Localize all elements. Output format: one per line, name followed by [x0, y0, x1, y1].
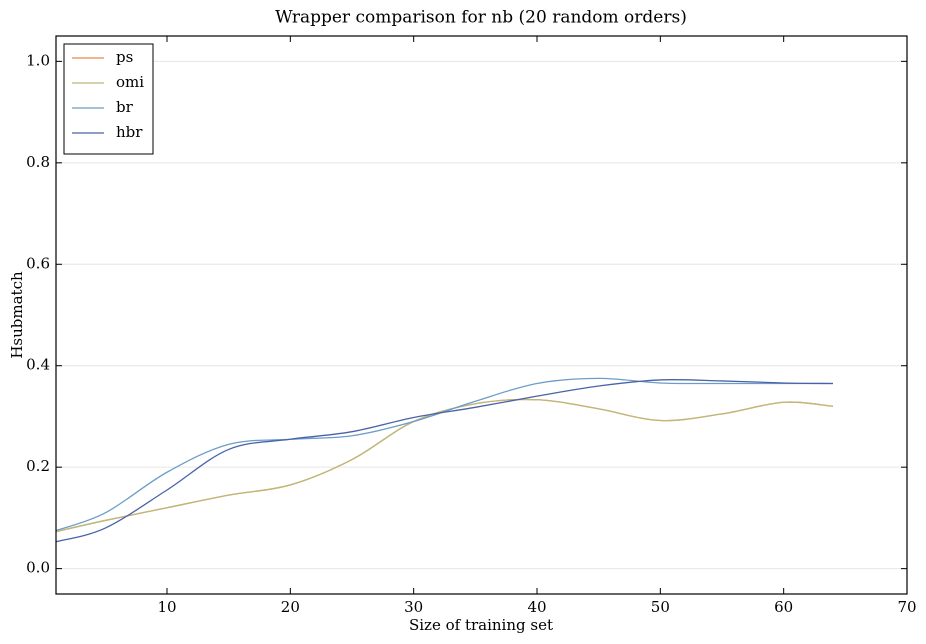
y-tick-label: 1.0 [26, 51, 50, 69]
x-tick-label: 10 [157, 598, 176, 616]
y-axis-label: Hsubmatch [8, 271, 26, 359]
x-tick-label: 70 [897, 598, 916, 616]
x-tick-label: 50 [651, 598, 670, 616]
line-series [55, 377, 833, 532]
y-tick-label: 0.6 [26, 254, 50, 272]
legend-label: ps [116, 48, 133, 66]
plot-frame [55, 35, 908, 595]
chart-title: Wrapper comparison for nb (20 random ord… [275, 8, 687, 28]
line-series [55, 398, 834, 533]
line-series [55, 398, 834, 533]
legend-box [63, 43, 154, 155]
legend-label: br [116, 98, 134, 116]
x-tick-label: 40 [527, 598, 546, 616]
x-tick-label: 60 [774, 598, 793, 616]
line-series [55, 379, 834, 543]
x-tick-label: 20 [281, 598, 300, 616]
legend-label: hbr [116, 123, 143, 141]
y-tick-label: 0.4 [26, 356, 50, 374]
y-tick-label: 0.2 [26, 457, 50, 475]
y-tick-label: 0.0 [26, 559, 50, 577]
y-tick-label: 0.8 [26, 153, 50, 171]
x-axis-label: Size of training set [409, 616, 553, 634]
legend-label: omi [116, 73, 144, 91]
x-tick-label: 30 [404, 598, 423, 616]
